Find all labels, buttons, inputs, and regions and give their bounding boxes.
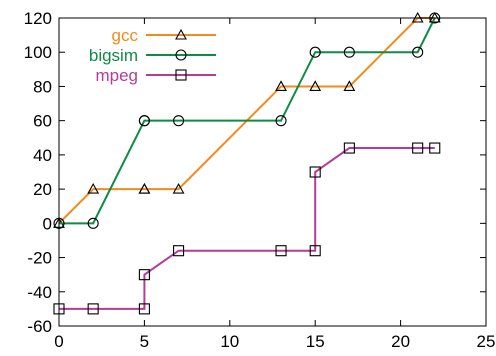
- square-marker: [275, 245, 287, 257]
- triangle-marker: [343, 80, 356, 91]
- circle-marker: [138, 115, 150, 127]
- square-marker: [343, 142, 355, 154]
- triangle-marker: [172, 182, 185, 194]
- triangle-marker: [138, 182, 151, 194]
- x-tick-label: 15: [306, 332, 325, 351]
- circle-marker: [87, 217, 99, 229]
- x-tick-label: 10: [220, 332, 239, 351]
- series-line-bigsim: [59, 17, 436, 225]
- square-marker: [309, 245, 321, 257]
- legend-label-mpeg: mpeg: [95, 66, 138, 85]
- legend-label-gcc: gcc: [112, 26, 139, 45]
- y-tick-label: 120: [24, 9, 52, 28]
- square-marker: [309, 166, 321, 178]
- circle-marker: [343, 46, 355, 58]
- square-marker: [175, 69, 187, 81]
- circle-marker: [175, 49, 187, 61]
- x-tick-label: 5: [140, 332, 149, 351]
- y-tick-label: -40: [27, 283, 52, 302]
- plot-frame: [58, 17, 487, 327]
- y-tick-label: 80: [33, 77, 52, 96]
- x-tick-label: 0: [54, 332, 63, 351]
- y-tick-label: 100: [24, 43, 52, 62]
- y-tick-label: 0: [43, 214, 52, 233]
- triangle-marker: [87, 182, 100, 194]
- y-tick-label: 60: [33, 112, 52, 131]
- square-marker: [173, 245, 185, 257]
- y-tick-label: -20: [27, 249, 52, 268]
- series-line-mpeg: [59, 147, 435, 310]
- series-mpeg: [53, 142, 441, 315]
- square-marker: [138, 269, 150, 281]
- y-tick-label: 20: [33, 180, 52, 199]
- square-marker: [138, 303, 150, 315]
- circle-marker: [275, 115, 287, 127]
- square-marker: [87, 303, 99, 315]
- y-tick-label: -60: [27, 317, 52, 336]
- x-tick-label: 20: [391, 332, 410, 351]
- axis-ticks: 0 5 10 15 20 25 -60 -40 -20 0 20 40 60 80 100 120: [24, 9, 496, 351]
- y-tick-label: 40: [33, 146, 52, 165]
- square-marker: [429, 142, 441, 154]
- circle-marker: [173, 115, 185, 127]
- circle-marker: [412, 46, 424, 58]
- series-layer: [53, 11, 441, 315]
- triangle-marker: [175, 28, 187, 40]
- circle-marker: [309, 46, 321, 58]
- legend-label-bigsim: bigsim: [89, 46, 138, 65]
- x-tick-label: 25: [477, 332, 496, 351]
- square-marker: [412, 142, 424, 154]
- triangle-marker: [275, 80, 287, 91]
- triangle-marker: [309, 80, 322, 91]
